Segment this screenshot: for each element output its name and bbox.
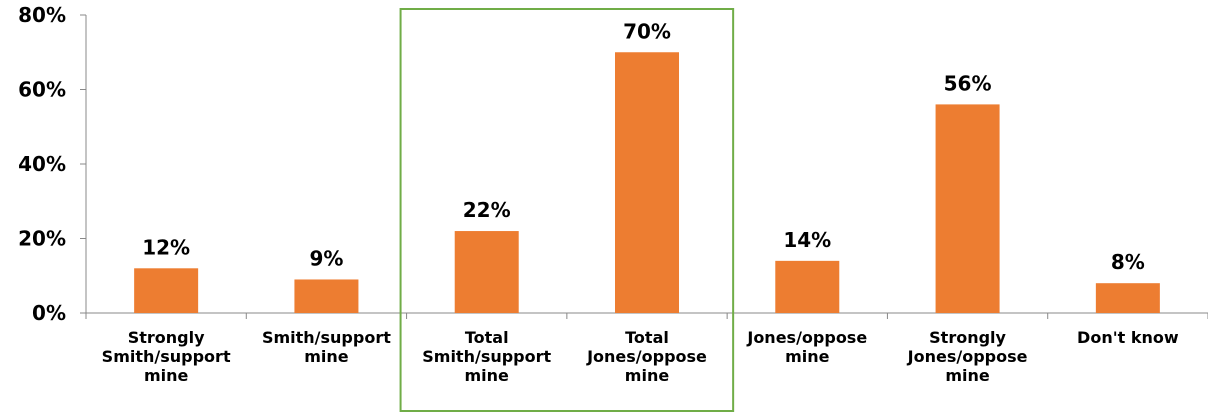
bars bbox=[134, 52, 1160, 314]
data-label: 56% bbox=[944, 71, 992, 95]
category-label: Strongly Jones/oppose mine bbox=[907, 328, 1028, 385]
data-labels: 12% 9% 22% 70% 14% 56% 8% bbox=[142, 19, 1145, 274]
category-label: Jones/oppose mine bbox=[746, 328, 867, 366]
category-label: Total Jones/oppose mine bbox=[586, 328, 707, 385]
bar bbox=[775, 260, 840, 313]
category-label: Strongly Smith/support mine bbox=[102, 328, 231, 385]
bar bbox=[935, 104, 1000, 314]
y-tick-label: 40% bbox=[18, 152, 66, 176]
data-label: 22% bbox=[463, 198, 511, 222]
category-labels: Strongly Smith/support mine Smith/support mi… bbox=[102, 328, 1179, 385]
y-tick-label: 80% bbox=[18, 3, 66, 27]
category-label: Total Smith/support mine bbox=[422, 328, 551, 385]
data-label: 8% bbox=[1111, 250, 1145, 274]
bar bbox=[294, 279, 359, 313]
bar bbox=[1095, 283, 1160, 313]
category-label: Smith/support mine bbox=[262, 328, 391, 366]
category-label: Don't know bbox=[1077, 328, 1179, 347]
data-label: 12% bbox=[142, 235, 190, 259]
bar bbox=[615, 52, 679, 313]
axes: 0% 20% 40% 60% 80% bbox=[18, 3, 1208, 325]
bar bbox=[454, 231, 519, 313]
bar bbox=[134, 268, 199, 313]
data-label: 14% bbox=[783, 228, 831, 252]
data-label: 70% bbox=[623, 19, 671, 43]
y-tick-label: 20% bbox=[18, 227, 66, 251]
highlight-box bbox=[399, 8, 735, 412]
y-tick-label: 0% bbox=[32, 301, 66, 325]
y-tick-label: 60% bbox=[18, 78, 66, 102]
data-label: 9% bbox=[309, 246, 343, 270]
